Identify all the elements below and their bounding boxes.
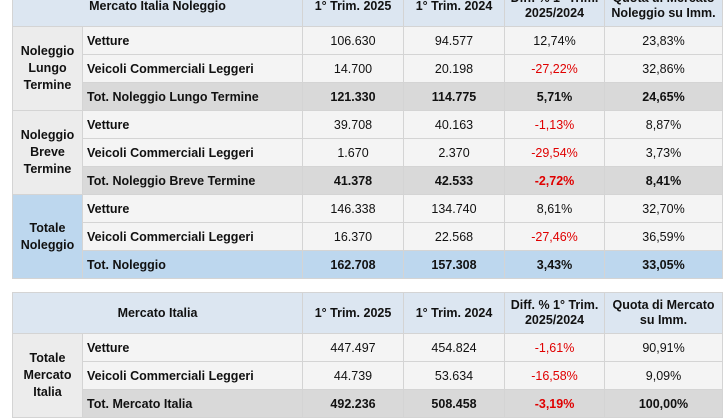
- value-cell: 41.378: [302, 166, 404, 195]
- data-row: Veicoli Commerciali Leggeri 14.700 20.198-…: [13, 54, 723, 83]
- value-cell: 14.700: [302, 54, 404, 83]
- value-cell: 492.236: [302, 389, 405, 418]
- header-row: Mercato Italia Noleggio 1° Trim. 2025 1° T…: [12, 0, 723, 27]
- value-cell: 106.630: [302, 26, 404, 55]
- row-label: Veicoli Commerciali Leggeri: [81, 361, 304, 390]
- header-cell: 1° Trim. 2024: [403, 292, 506, 334]
- value-cell: 39.708: [302, 110, 404, 139]
- data-row: Veicoli Commerciali Leggeri 16.370 22.568-…: [13, 222, 723, 251]
- value-cell: -27,22%: [504, 54, 605, 83]
- value-cell: 94.577: [403, 26, 505, 55]
- value-cell: -2,72%: [504, 166, 605, 195]
- value-cell: 3,73%: [604, 138, 723, 167]
- row-label: Vetture: [82, 26, 303, 55]
- data-table: Mercato Italia 1° Trim. 2025 1° Trim. 2024…: [11, 292, 724, 418]
- value-cell: -29,54%: [504, 138, 605, 167]
- header-cell: 1° Trim. 2024: [403, 0, 505, 27]
- header-cell: Mercato Italia Noleggio: [12, 0, 303, 27]
- value-cell: -1,13%: [504, 110, 605, 139]
- value-cell: 90,91%: [604, 333, 724, 362]
- value-cell: 146.338: [302, 194, 404, 223]
- row-label: Veicoli Commerciali Leggeri: [82, 54, 303, 83]
- value-cell: 32,70%: [604, 194, 723, 223]
- value-cell: 9,09%: [604, 361, 724, 390]
- header-cell: Diff. % 1° Trim. 2025/2024: [504, 292, 606, 334]
- value-cell: -1,61%: [504, 333, 606, 362]
- value-cell: 20.198: [403, 54, 505, 83]
- value-cell: 22.568: [403, 222, 505, 251]
- data-row: Totale Noleggio Vetture 146.338 134.740 8,61…: [12, 194, 723, 279]
- value-cell: 1.670: [302, 138, 404, 167]
- value-cell: 157.308: [403, 250, 505, 279]
- value-cell: 5,71%: [504, 82, 605, 111]
- total-row: Tot. Noleggio Breve Termine 41.378 42.533-…: [13, 166, 723, 195]
- value-cell: 44.739: [302, 361, 405, 390]
- total-row: Tot. Mercato Italia 492.236 508.458 -3,19% 1…: [13, 389, 724, 418]
- group-label: Noleggio Breve Termine: [12, 110, 83, 195]
- value-cell: 8,41%: [604, 166, 723, 195]
- value-cell: 16.370: [302, 222, 404, 251]
- group-label: Noleggio Lungo Termine: [12, 26, 83, 111]
- value-cell: 447.497: [302, 333, 405, 362]
- row-label: Vetture: [81, 333, 304, 362]
- row-label: Tot. Noleggio Lungo Termine: [82, 82, 303, 111]
- value-cell: 33,05%: [604, 250, 723, 279]
- header-cell: 1° Trim. 2025: [302, 0, 404, 27]
- row-label: Tot. Noleggio: [82, 250, 303, 279]
- header-cell: Mercato Italia: [11, 292, 304, 334]
- value-cell: 2.370: [403, 138, 505, 167]
- value-cell: -16,58%: [504, 361, 606, 390]
- value-cell: 53.634: [403, 361, 506, 390]
- header-cell: Diff. % 1° Trim. 2025/2024: [504, 0, 605, 27]
- row-label: Veicoli Commerciali Leggeri: [82, 138, 303, 167]
- value-cell: 508.458: [403, 389, 506, 418]
- value-cell: 12,74%: [504, 26, 605, 55]
- value-cell: -3,19%: [504, 389, 606, 418]
- group-label: Totale Mercato Italia: [12, 333, 83, 418]
- value-cell: -27,46%: [504, 222, 605, 251]
- value-cell: 23,83%: [604, 26, 723, 55]
- value-cell: 40.163: [403, 110, 505, 139]
- value-cell: 8,87%: [604, 110, 723, 139]
- value-cell: 134.740: [403, 194, 505, 223]
- data-row: Noleggio Breve Termine Vetture 39.708 40.16…: [12, 110, 723, 195]
- value-cell: 24,65%: [604, 82, 723, 111]
- data-row: Veicoli Commerciali Leggeri 1.670 2.370 -29…: [13, 138, 723, 167]
- row-label: Vetture: [82, 110, 303, 139]
- value-cell: 454.824: [403, 333, 506, 362]
- header-cell: Quota di Mercato su Imm.: [604, 292, 724, 334]
- value-cell: 36,59%: [604, 222, 723, 251]
- total-row: Tot. Noleggio 162.708 157.308 3,43% 33,05%: [13, 250, 723, 279]
- total-row: Tot. Noleggio Lungo Termine 121.330 114.77…: [13, 82, 723, 111]
- value-cell: 42.533: [403, 166, 505, 195]
- value-cell: 114.775: [403, 82, 505, 111]
- value-cell: 8,61%: [504, 194, 605, 223]
- row-label: Tot. Noleggio Breve Termine: [82, 166, 303, 195]
- data-table: Mercato Italia Noleggio 1° Trim. 2025 1° T…: [12, 0, 723, 279]
- data-row: Totale Mercato Italia Vetture 447.497 454.8…: [12, 333, 724, 418]
- row-label: Veicoli Commerciali Leggeri: [82, 222, 303, 251]
- data-row: Noleggio Lungo Termine Vetture 106.630 94.5…: [12, 26, 723, 111]
- header-row: Mercato Italia 1° Trim. 2025 1° Trim. 2024…: [11, 292, 724, 334]
- value-cell: 3,43%: [504, 250, 605, 279]
- value-cell: 121.330: [302, 82, 404, 111]
- value-cell: 32,86%: [604, 54, 723, 83]
- row-label: Vetture: [82, 194, 303, 223]
- header-cell: Quota di Mercato Noleggio su Imm.: [604, 0, 723, 27]
- header-cell: 1° Trim. 2025: [302, 292, 405, 334]
- value-cell: 100,00%: [604, 389, 724, 418]
- value-cell: 162.708: [302, 250, 404, 279]
- row-label: Tot. Mercato Italia: [81, 389, 304, 418]
- group-label: Totale Noleggio: [12, 194, 83, 279]
- data-row: Veicoli Commerciali Leggeri 44.739 53.634-…: [13, 361, 724, 390]
